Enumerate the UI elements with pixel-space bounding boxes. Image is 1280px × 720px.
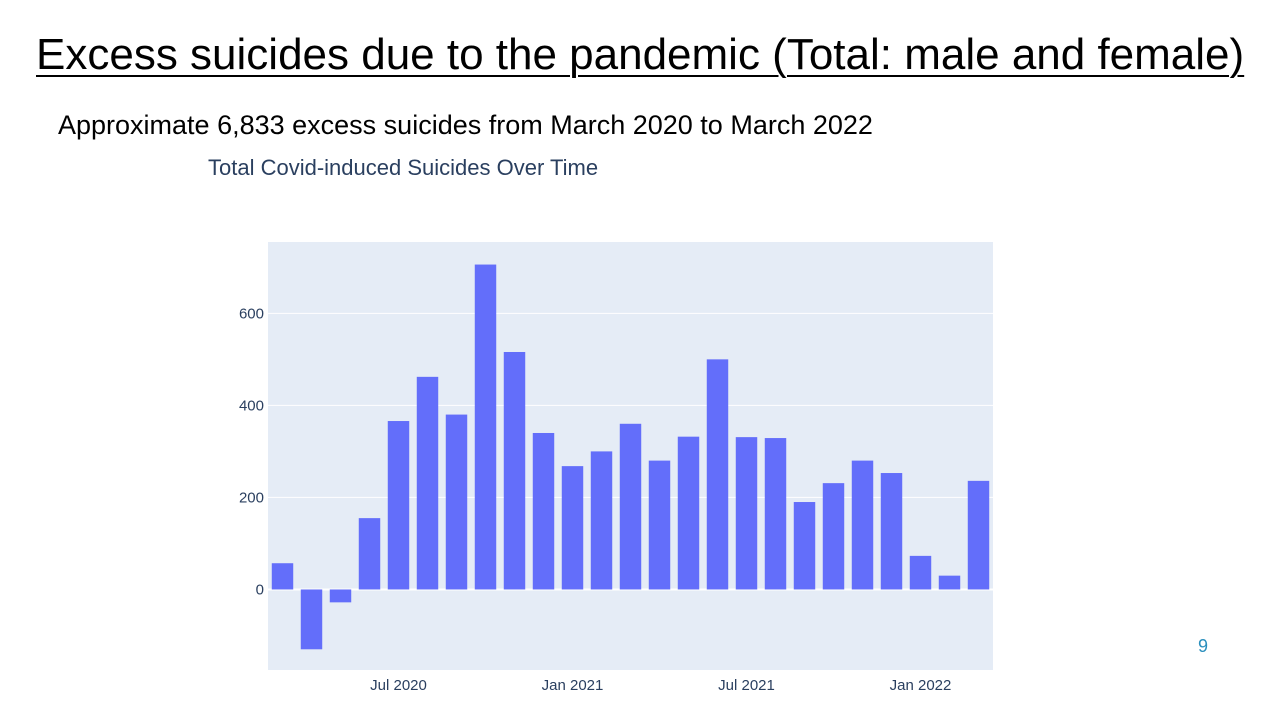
chart-title: Total Covid-induced Suicides Over Time xyxy=(208,155,598,180)
bar-2020-06 xyxy=(358,518,381,590)
bar-2020-09 xyxy=(445,414,468,590)
slide-subtitle: Approximate 6,833 excess suicides from M… xyxy=(58,110,873,140)
slide-title: Excess suicides due to the pandemic (Tot… xyxy=(36,30,1245,79)
bar-2022-01 xyxy=(909,555,932,590)
bar-2021-11 xyxy=(851,460,874,590)
y-tick-label: 400 xyxy=(239,397,264,414)
bar-2020-07 xyxy=(387,421,410,590)
bar-2021-02 xyxy=(590,451,613,590)
bar-2021-08 xyxy=(764,438,787,590)
x-tick-label: Jan 2022 xyxy=(890,677,952,694)
bar-2021-05 xyxy=(677,436,700,590)
bar-2021-12 xyxy=(880,473,903,590)
bar-2022-03 xyxy=(967,480,990,590)
y-tick-label: 0 xyxy=(256,581,264,598)
x-axis: Jul 2020 Jan 2021 Jul 2021 Jan 2022 xyxy=(370,677,951,694)
bar-2020-05 xyxy=(329,589,352,603)
bar-2021-07 xyxy=(735,437,758,590)
x-tick-label: Jan 2021 xyxy=(542,677,604,694)
bar-2021-09 xyxy=(793,502,816,590)
bars xyxy=(271,264,990,650)
y-axis: 0 200 400 600 xyxy=(239,305,264,598)
bar-2021-06 xyxy=(706,359,729,590)
bar-2021-03 xyxy=(619,423,642,590)
y-tick-label: 600 xyxy=(239,305,264,322)
bar-2020-03 xyxy=(271,563,294,590)
y-tick-label: 200 xyxy=(239,489,264,506)
x-tick-label: Jul 2021 xyxy=(718,677,775,694)
bar-2020-08 xyxy=(416,376,439,590)
bar-2020-11 xyxy=(503,351,526,590)
bar-2022-02 xyxy=(938,575,961,590)
bar-2020-04 xyxy=(300,589,323,650)
bar-2020-12 xyxy=(532,432,555,590)
x-tick-label: Jul 2020 xyxy=(370,677,427,694)
bar-2021-01 xyxy=(561,466,584,590)
slide-number: 9 xyxy=(1198,636,1209,656)
bar-2020-10 xyxy=(474,264,497,590)
bar-2021-10 xyxy=(822,483,845,590)
bar-2021-04 xyxy=(648,460,671,590)
